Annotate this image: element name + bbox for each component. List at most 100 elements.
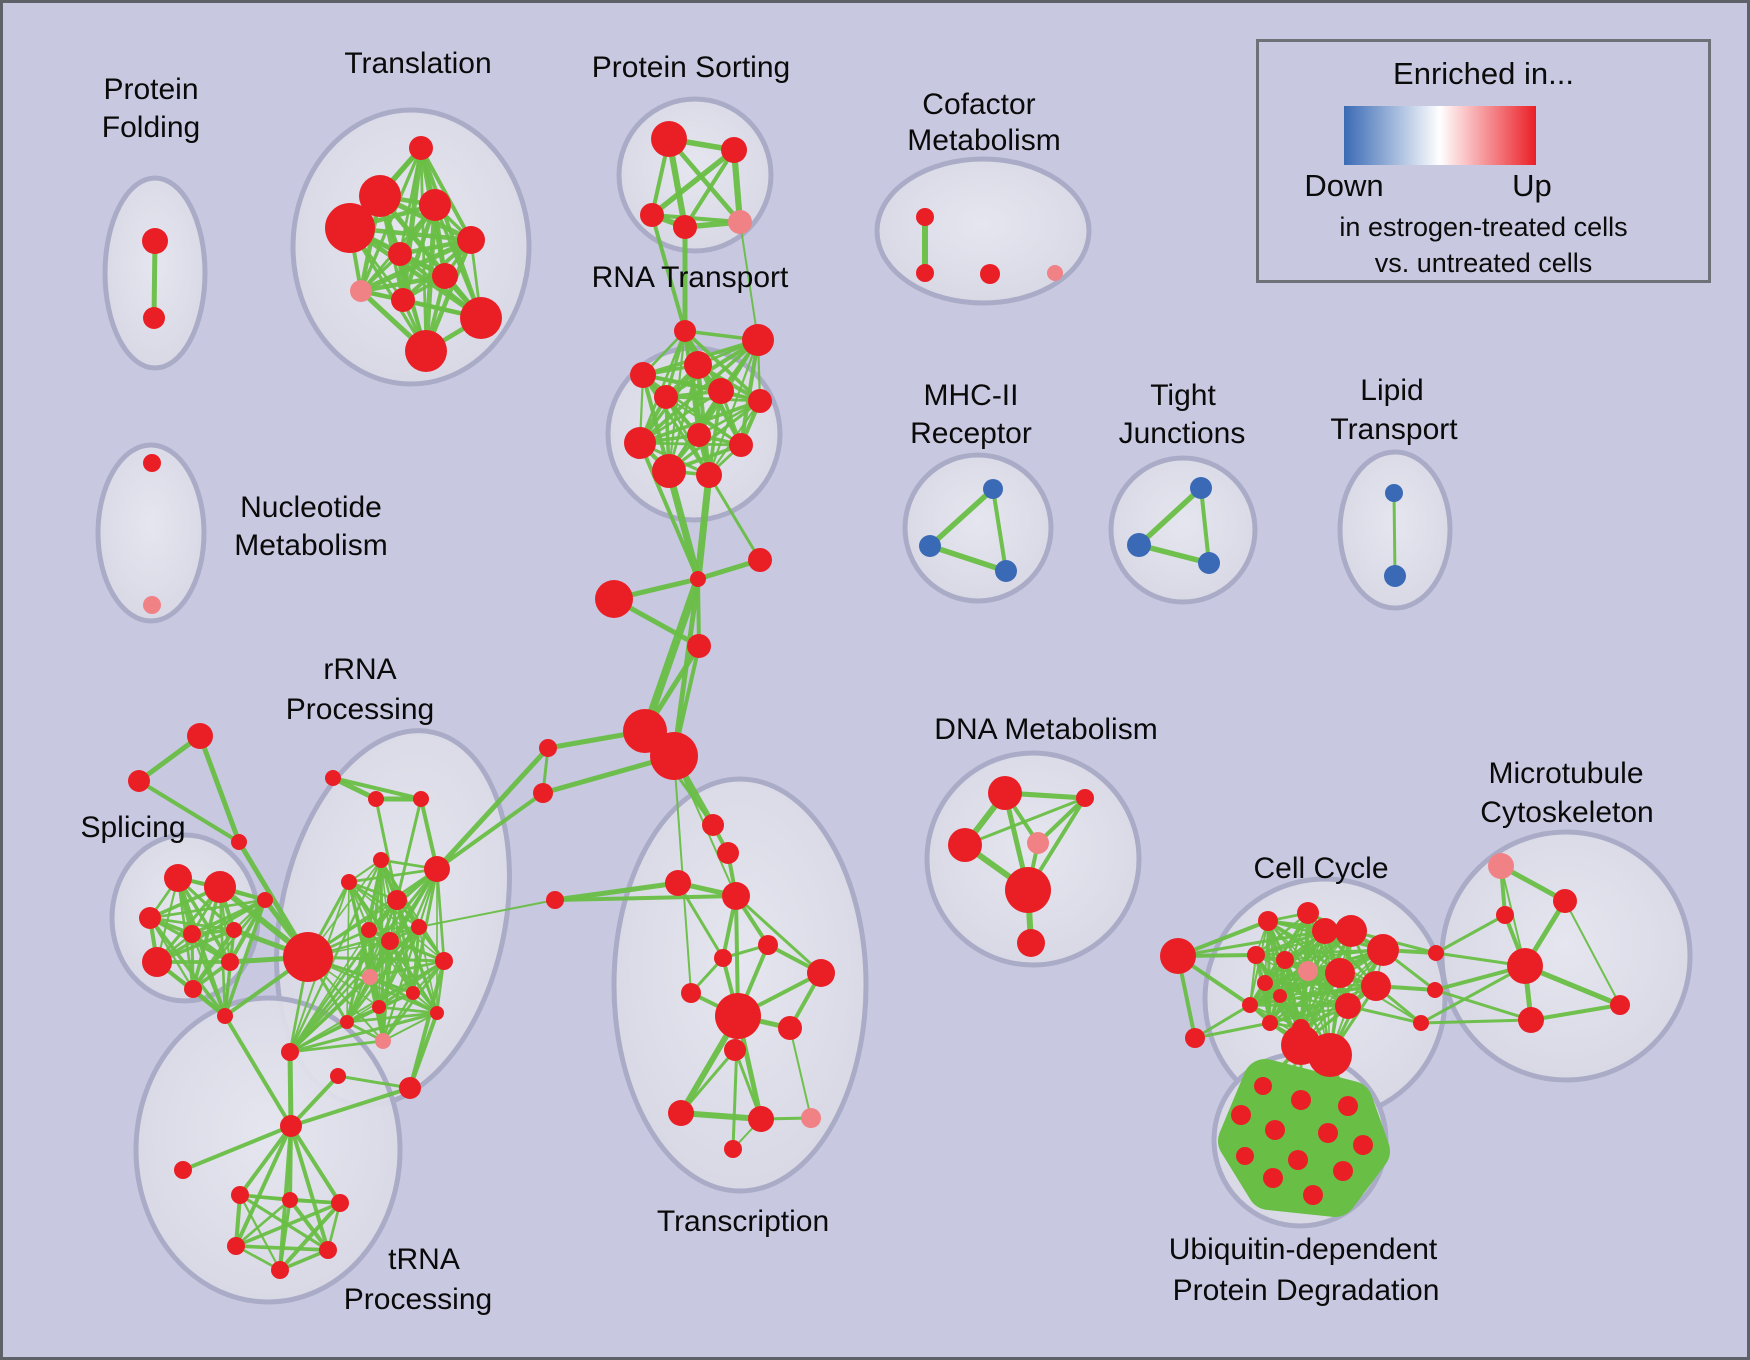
node-rt1[interactable] (674, 320, 696, 342)
node-mt2[interactable] (1496, 906, 1514, 924)
node-rr2[interactable] (368, 791, 384, 807)
node-mt3[interactable] (1507, 948, 1543, 984)
node-te[interactable] (319, 1241, 337, 1259)
node-mtp[interactable] (1488, 853, 1514, 879)
node-ps3[interactable] (640, 203, 664, 227)
edge[interactable] (395, 797, 423, 902)
node-tj1[interactable] (1190, 477, 1212, 499)
edge[interactable] (1254, 911, 1310, 957)
edge[interactable] (434, 745, 551, 872)
edge[interactable] (667, 399, 762, 473)
node-ub4[interactable] (1231, 1105, 1251, 1125)
edge[interactable] (1273, 1128, 1365, 1147)
node-cc13[interactable] (1242, 997, 1258, 1013)
node-A[interactable] (690, 571, 706, 587)
node-x3[interactable] (1413, 1015, 1429, 1031)
edge[interactable] (1268, 1004, 1350, 1025)
node-B[interactable] (748, 548, 772, 572)
node-rr1[interactable] (325, 770, 341, 786)
edge[interactable] (666, 136, 743, 225)
edge[interactable] (289, 1124, 342, 1205)
edge[interactable] (238, 1124, 293, 1197)
node-dn1[interactable] (988, 776, 1022, 810)
node-cc6[interactable] (1247, 946, 1265, 964)
node-cn1[interactable] (546, 891, 564, 909)
node-cf4[interactable] (1047, 265, 1063, 281)
edge[interactable] (148, 916, 236, 932)
node-ub8[interactable] (1236, 1147, 1254, 1165)
node-t2[interactable] (359, 175, 401, 217)
edge[interactable] (1311, 1104, 1350, 1197)
edge[interactable] (678, 1110, 764, 1122)
node-E2[interactable] (650, 732, 698, 780)
edge[interactable] (1564, 900, 1621, 1006)
node-rr6[interactable] (341, 874, 357, 890)
node-ub1[interactable] (1254, 1077, 1272, 1095)
edge[interactable] (1193, 1003, 1252, 1040)
edge[interactable] (1248, 1003, 1303, 1030)
edge[interactable] (1176, 929, 1327, 958)
node-t8[interactable] (350, 280, 372, 302)
edge[interactable] (368, 959, 446, 979)
node-t9[interactable] (391, 288, 415, 312)
node-cc9[interactable] (1325, 958, 1355, 988)
node-rr4[interactable] (373, 852, 389, 868)
node-tj2[interactable] (1127, 533, 1151, 557)
edge[interactable] (223, 960, 232, 1018)
node-t3[interactable] (419, 189, 451, 221)
node-ub9[interactable] (1288, 1150, 1308, 1170)
edge[interactable] (694, 471, 713, 583)
edge[interactable] (707, 473, 762, 562)
edge[interactable] (650, 213, 687, 333)
node-iso[interactable] (174, 1161, 192, 1179)
edge[interactable] (990, 486, 1009, 574)
node-rt12[interactable] (696, 462, 722, 488)
edge[interactable] (234, 1198, 292, 1248)
node-cf3[interactable] (980, 264, 1000, 284)
node-rt5[interactable] (654, 385, 678, 409)
node-rr15[interactable] (430, 1006, 444, 1020)
node-rr11[interactable] (435, 952, 453, 970)
node-tx6[interactable] (758, 935, 778, 955)
edge[interactable] (1419, 964, 1527, 1025)
node-cf1[interactable] (916, 208, 934, 226)
edge[interactable] (359, 146, 423, 293)
node-t10[interactable] (460, 297, 502, 339)
node-cc12[interactable] (1273, 989, 1287, 1003)
edge[interactable] (190, 932, 227, 1018)
edge[interactable] (197, 733, 242, 845)
edge[interactable] (638, 399, 762, 445)
node-tx7[interactable] (807, 959, 835, 987)
edge[interactable] (288, 975, 372, 1054)
node-th[interactable] (280, 1115, 302, 1137)
node-pf1[interactable] (142, 228, 168, 254)
node-ub5[interactable] (1265, 1120, 1285, 1140)
node-t5[interactable] (457, 226, 485, 254)
node-mh1[interactable] (983, 479, 1003, 499)
edge[interactable] (1243, 1143, 1365, 1158)
edge[interactable] (1529, 1003, 1622, 1022)
node-tb[interactable] (282, 1192, 298, 1208)
node-rr17[interactable] (375, 1033, 391, 1049)
node-rr13[interactable] (406, 986, 420, 1000)
node-mh3[interactable] (995, 560, 1017, 582)
edge[interactable] (1248, 1003, 1350, 1008)
edge[interactable] (734, 894, 823, 975)
node-tr1[interactable] (187, 723, 213, 749)
edge[interactable] (1263, 981, 1378, 988)
edge[interactable] (287, 1197, 331, 1253)
node-t1[interactable] (409, 136, 433, 160)
node-tx1[interactable] (702, 814, 724, 836)
node-rr14[interactable] (372, 1000, 386, 1014)
edge[interactable] (418, 899, 556, 928)
node-sp9[interactable] (217, 1008, 233, 1024)
node-rr8[interactable] (361, 922, 377, 938)
edge[interactable] (374, 797, 399, 902)
node-ps2[interactable] (721, 137, 747, 163)
edge[interactable] (277, 1200, 343, 1273)
node-rr3[interactable] (413, 791, 429, 807)
edge[interactable] (288, 1011, 439, 1054)
edge[interactable] (234, 1201, 342, 1248)
node-x2[interactable] (1427, 982, 1443, 998)
node-rr5[interactable] (424, 856, 450, 882)
